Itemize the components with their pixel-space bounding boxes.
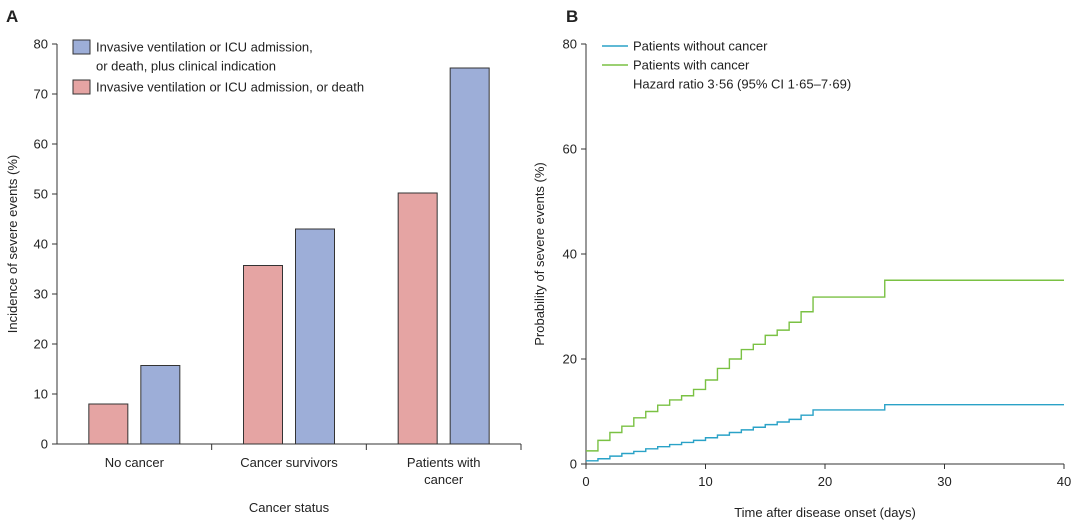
b-x-tick-label: 20: [818, 474, 832, 489]
a-x-category-label: cancer: [424, 472, 464, 487]
b-y-tick-label: 60: [563, 142, 577, 157]
a-y-tick-label: 20: [34, 337, 48, 352]
a-bar: [295, 228, 335, 445]
a-bar: [243, 265, 283, 445]
b-y-tick-label: 20: [563, 352, 577, 367]
b-y-tick-label: 0: [570, 457, 577, 472]
a-y-axis-title: Incidence of severe events (%): [5, 155, 20, 333]
a-bar: [88, 403, 129, 445]
b-x-tick-label: 10: [698, 474, 712, 489]
b-x-axis-title: Time after disease onset (days): [734, 505, 916, 520]
a-x-category-label: Patients with: [407, 455, 481, 470]
a-bar: [449, 67, 490, 445]
a-legend-label: Invasive ventilation or ICU admission, o…: [96, 80, 364, 95]
a-x-category-label: No cancer: [105, 455, 165, 470]
a-bar: [397, 192, 438, 445]
panel-a-letter: A: [6, 7, 18, 26]
a-x-category-label: Cancer survivors: [240, 455, 338, 470]
a-y-tick-label: 0: [41, 437, 48, 452]
a-x-axis-title: Cancer status: [249, 500, 330, 515]
b-legend-label: Patients without cancer: [633, 39, 768, 54]
b-legend-label: Patients with cancer: [633, 58, 750, 73]
a-y-tick-label: 80: [34, 37, 48, 52]
b-series-line: [586, 279, 1064, 452]
b-y-axis-title: Probability of severe events (%): [532, 162, 547, 346]
a-y-tick-label: 40: [34, 237, 48, 252]
a-y-tick-label: 50: [34, 187, 48, 202]
a-bar: [140, 365, 181, 445]
a-legend-swatch: [72, 39, 91, 55]
b-series-line: [586, 403, 1064, 462]
b-x-tick-label: 40: [1057, 474, 1071, 489]
b-x-tick-label: 0: [582, 474, 589, 489]
b-x-tick-label: 30: [937, 474, 951, 489]
a-y-tick-label: 60: [34, 137, 48, 152]
a-y-tick-label: 70: [34, 87, 48, 102]
a-y-tick-label: 30: [34, 287, 48, 302]
a-legend-label: or death, plus clinical indication: [96, 59, 276, 74]
a-y-tick-label: 10: [34, 387, 48, 402]
b-y-tick-label: 40: [563, 247, 577, 262]
a-legend-label: Invasive ventilation or ICU admission,: [96, 40, 313, 55]
panel-a-bar-chart: 0 10 20 30 40 50 60 70 80 Incidence of severe eve…: [5, 37, 522, 515]
panel-b-line-chart: 0 20 40 60 80 0 10 20 30 40 Probability of severe …: [532, 37, 1071, 521]
panel-b-letter: B: [566, 7, 578, 26]
a-legend-swatch: [72, 79, 91, 95]
b-y-tick-label: 80: [563, 37, 577, 52]
b-hazard-ratio-annotation: Hazard ratio 3·56 (95% CI 1·65–7·69): [633, 77, 851, 92]
